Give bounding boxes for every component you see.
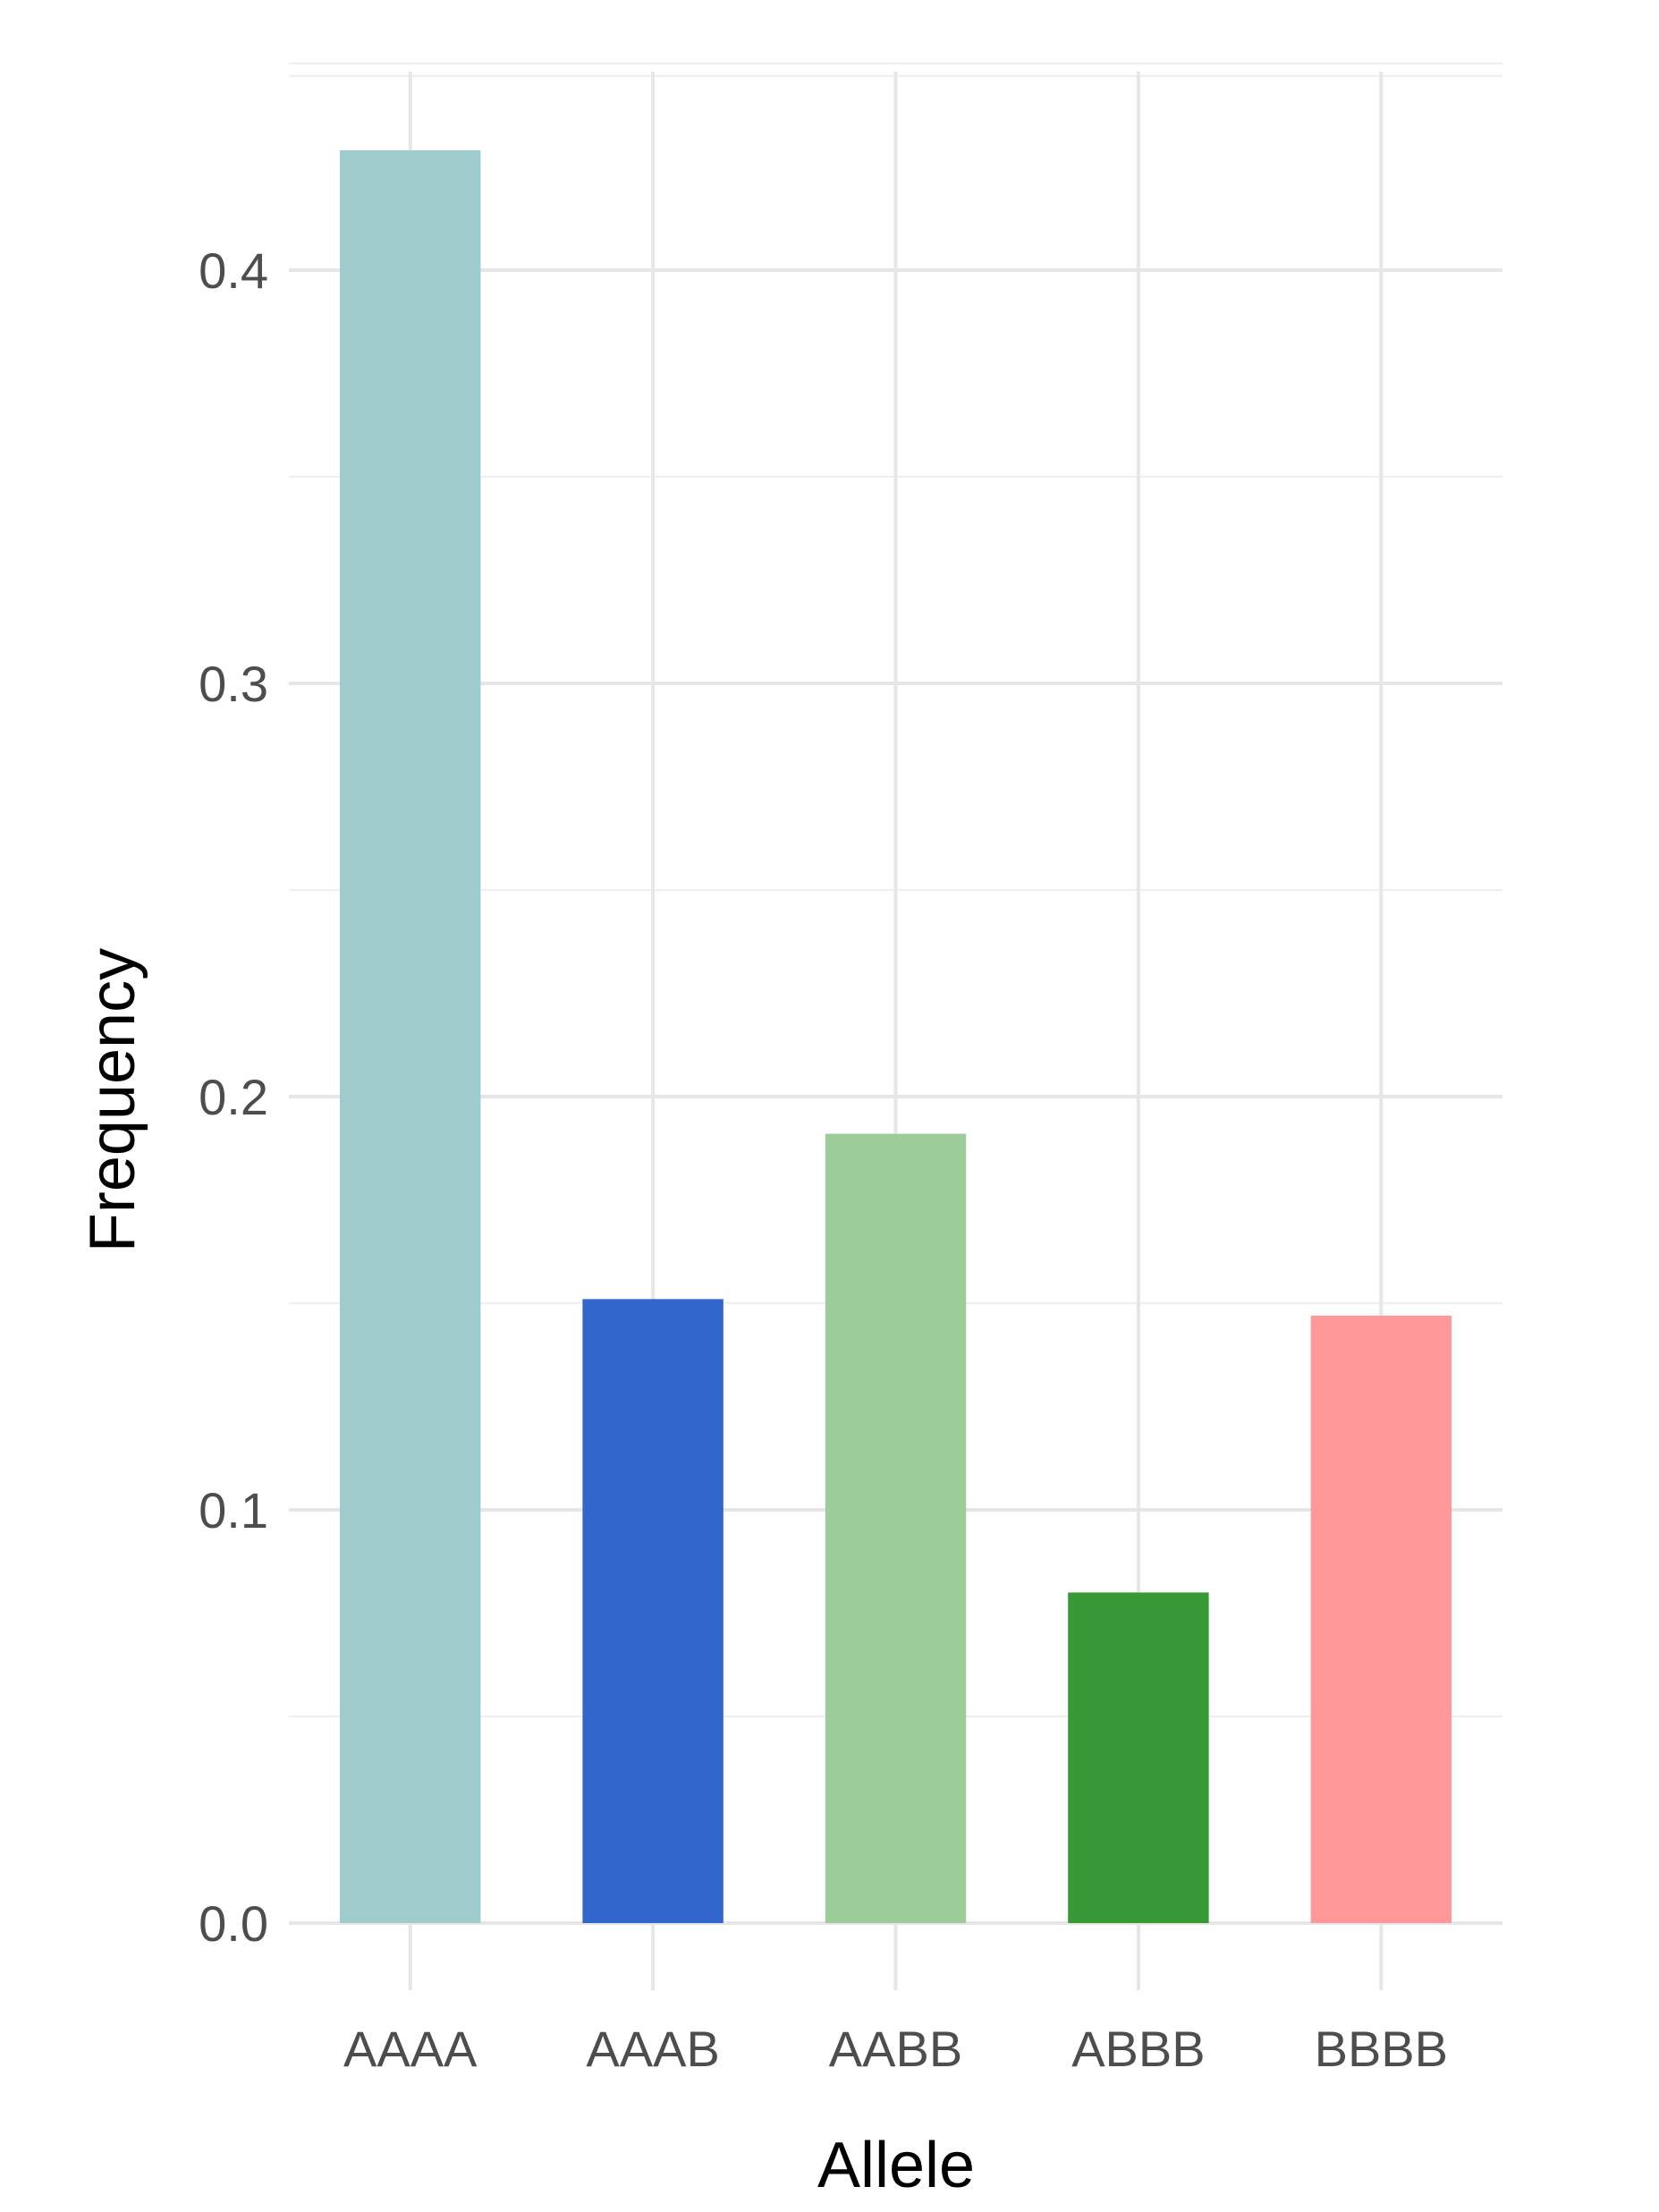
bar-aaab [582, 1299, 724, 1923]
x-tick-label: BBBB [1315, 2021, 1448, 2077]
y-axis-title: Frequency [77, 948, 148, 1252]
bar-aabb [825, 1133, 967, 1923]
y-tick-label: 0.3 [199, 656, 268, 712]
x-tick-label: AAAB [586, 2021, 719, 2077]
bars [339, 150, 1452, 1923]
x-tick-label: ABBB [1071, 2021, 1205, 2077]
x-tick-label: AAAA [343, 2021, 478, 2077]
bar-aaaa [339, 150, 481, 1923]
x-axis-title: Allele [817, 2130, 975, 2201]
y-tick-label: 0.0 [199, 1895, 268, 1952]
bar-bbbb [1310, 1315, 1452, 1923]
y-tick-label: 0.4 [199, 242, 268, 299]
y-tick-label: 0.2 [199, 1069, 268, 1125]
x-tick-label: AABB [829, 2021, 962, 2077]
x-tick-labels: AAAA AAAB AABB ABBB BBBB [343, 2021, 1448, 2077]
y-tick-labels: 0.0 0.1 0.2 0.3 0.4 [199, 242, 268, 1952]
y-tick-label: 0.1 [199, 1482, 268, 1538]
bar-abbb [1068, 1592, 1209, 1923]
